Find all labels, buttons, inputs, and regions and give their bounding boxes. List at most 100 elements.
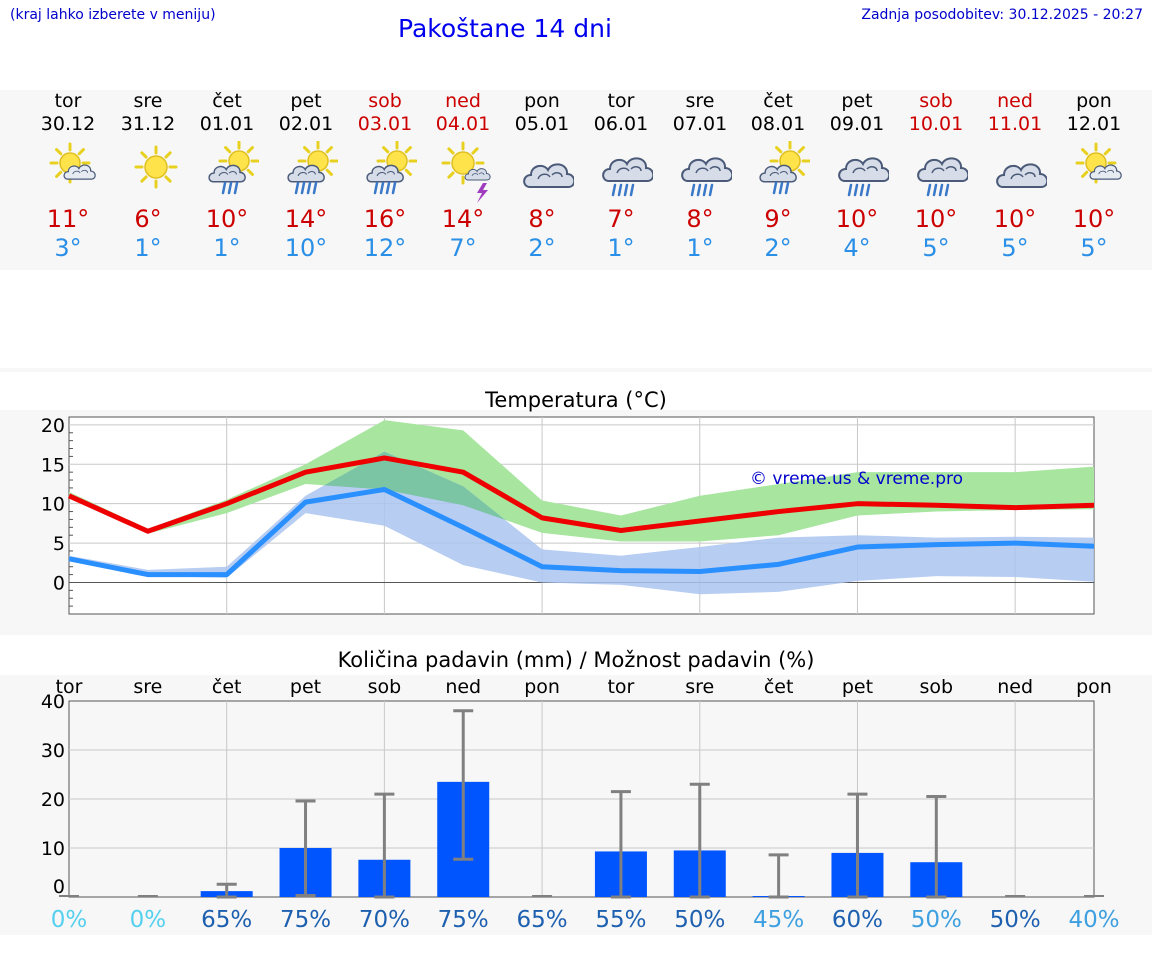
day-column: tor 30.12 11° 3° <box>28 90 108 263</box>
day-date: 11.01 <box>987 113 1043 135</box>
day-date: 02.01 <box>278 113 334 135</box>
min-temp: 2° <box>528 234 556 262</box>
max-temp: 10° <box>993 205 1037 233</box>
x-tick-label: sob <box>920 676 954 698</box>
y-tick-label: 5 <box>53 533 65 555</box>
x-tick-label: ned <box>445 676 481 698</box>
day-column: sre 07.01 8° 1° <box>660 90 740 263</box>
min-temp: 3° <box>54 234 82 262</box>
cloud-rain-icon <box>602 157 653 197</box>
sun-icon <box>441 141 485 185</box>
precipitation-probability: 70% <box>359 907 410 933</box>
day-date: 10.01 <box>908 113 964 135</box>
day-column: pon 05.01 8° 2° <box>502 90 582 263</box>
temperature-chart: 0 5 10 15 20 © vreme.us & vreme.pro <box>41 415 1095 615</box>
x-tick-label: pet <box>842 676 873 698</box>
x-tick-label: čet <box>764 676 794 698</box>
max-temp: 10° <box>835 205 879 233</box>
y-tick-label: 30 <box>41 740 65 762</box>
sun-icon <box>134 145 178 189</box>
max-temp-range-band <box>69 420 1094 542</box>
min-temp: 12° <box>363 234 407 262</box>
y-tick-label: 0 <box>53 572 65 594</box>
y-tick-label: 10 <box>41 494 65 516</box>
day-name: pet <box>290 90 322 112</box>
cloud-icon <box>602 157 653 182</box>
cloud-icon <box>917 157 968 182</box>
day-date: 06.01 <box>593 113 649 135</box>
cloud-icon <box>464 168 491 181</box>
error-bar <box>453 709 474 861</box>
min-temp: 1° <box>607 234 635 262</box>
precipitation-chart-title: Količina padavin (mm) / Možnost padavin … <box>337 648 815 672</box>
cloud-icon <box>759 164 797 183</box>
cloud-icon <box>208 164 246 183</box>
day-name: pet <box>841 90 873 112</box>
forecast-strip: tor 30.12 11° 3° sre 31.12 6° 1° čet 01.… <box>0 90 1152 270</box>
day-date: 30.12 <box>40 113 96 135</box>
precipitation-probability: 0% <box>51 907 88 933</box>
max-temp: 9° <box>764 205 792 233</box>
rain-drops-icon <box>611 183 635 197</box>
day-name: pon <box>1076 90 1112 112</box>
max-temp: 6° <box>134 205 162 233</box>
day-date: 07.01 <box>672 113 728 135</box>
y-tick-label: 15 <box>41 454 65 476</box>
cloud-icon <box>681 157 732 182</box>
min-temp: 1° <box>686 234 714 262</box>
day-date: 31.12 <box>120 113 176 135</box>
precipitation-probability: 45% <box>753 907 804 933</box>
min-temp: 5° <box>1001 234 1029 262</box>
precipitation-probability: 0% <box>130 907 167 933</box>
min-temp: 10° <box>284 234 328 262</box>
y-tick-label: 20 <box>41 789 65 811</box>
min-temp-line <box>68 486 1095 578</box>
precipitation-probability: 75% <box>280 907 331 933</box>
min-temp: 5° <box>1080 234 1108 262</box>
x-tick-label: sre <box>133 676 162 698</box>
rain-drops-icon <box>690 183 714 197</box>
day-name: ned <box>445 90 481 112</box>
min-temp: 1° <box>213 234 241 262</box>
day-date: 12.01 <box>1066 113 1122 135</box>
temperature-chart-title: Temperatura (°C) <box>485 388 667 412</box>
precipitation-probability: 50% <box>674 907 725 933</box>
min-temp: 5° <box>922 234 950 262</box>
cloud-icon <box>366 164 404 183</box>
max-temp: 10° <box>205 205 249 233</box>
cloud-rain-icon <box>917 157 968 197</box>
last-updated: Zadnja posodobitev: 30.12.2025 - 20:27 <box>861 7 1143 23</box>
day-column: pet 09.01 10° 4° <box>817 90 897 263</box>
day-column: ned 11.01 10° 5° <box>975 90 1055 263</box>
x-tick-label: tor <box>607 676 634 698</box>
min-temp: 1° <box>134 234 162 262</box>
min-temp: 4° <box>843 234 871 262</box>
min-temp: 7° <box>449 234 477 262</box>
cloudy-icon <box>996 163 1047 188</box>
cloudy-icon <box>523 163 574 188</box>
error-bar <box>295 799 316 898</box>
day-name: čet <box>212 90 242 112</box>
day-name: tor <box>607 90 635 112</box>
max-temp: 10° <box>914 205 958 233</box>
y-tick-label: 20 <box>41 415 65 437</box>
rain-drops-icon <box>772 181 790 195</box>
y-tick-label: 40 <box>41 691 65 713</box>
day-column: čet 01.01 10° 1° <box>187 90 267 263</box>
precipitation-probability: 40% <box>1068 907 1119 933</box>
min-temp-range-band <box>69 451 1094 595</box>
day-name: tor <box>54 90 82 112</box>
x-tick-label: pet <box>290 676 321 698</box>
day-name: sre <box>133 90 163 112</box>
sun-heavy-rain-icon <box>287 141 338 195</box>
y-tick-label: 0 <box>53 876 65 898</box>
sun-heavy-rain-icon <box>366 141 417 195</box>
day-date: 09.01 <box>829 113 885 135</box>
day-column: tor 06.01 7° 1° <box>581 90 661 263</box>
day-column: sob 03.01 16° 12° <box>345 90 425 263</box>
rain-drops-icon <box>373 181 397 195</box>
precipitation-probability: 65% <box>517 907 568 933</box>
lightning-icon <box>477 183 488 203</box>
cloud-rain-icon <box>681 157 732 197</box>
day-name: čet <box>763 90 793 112</box>
